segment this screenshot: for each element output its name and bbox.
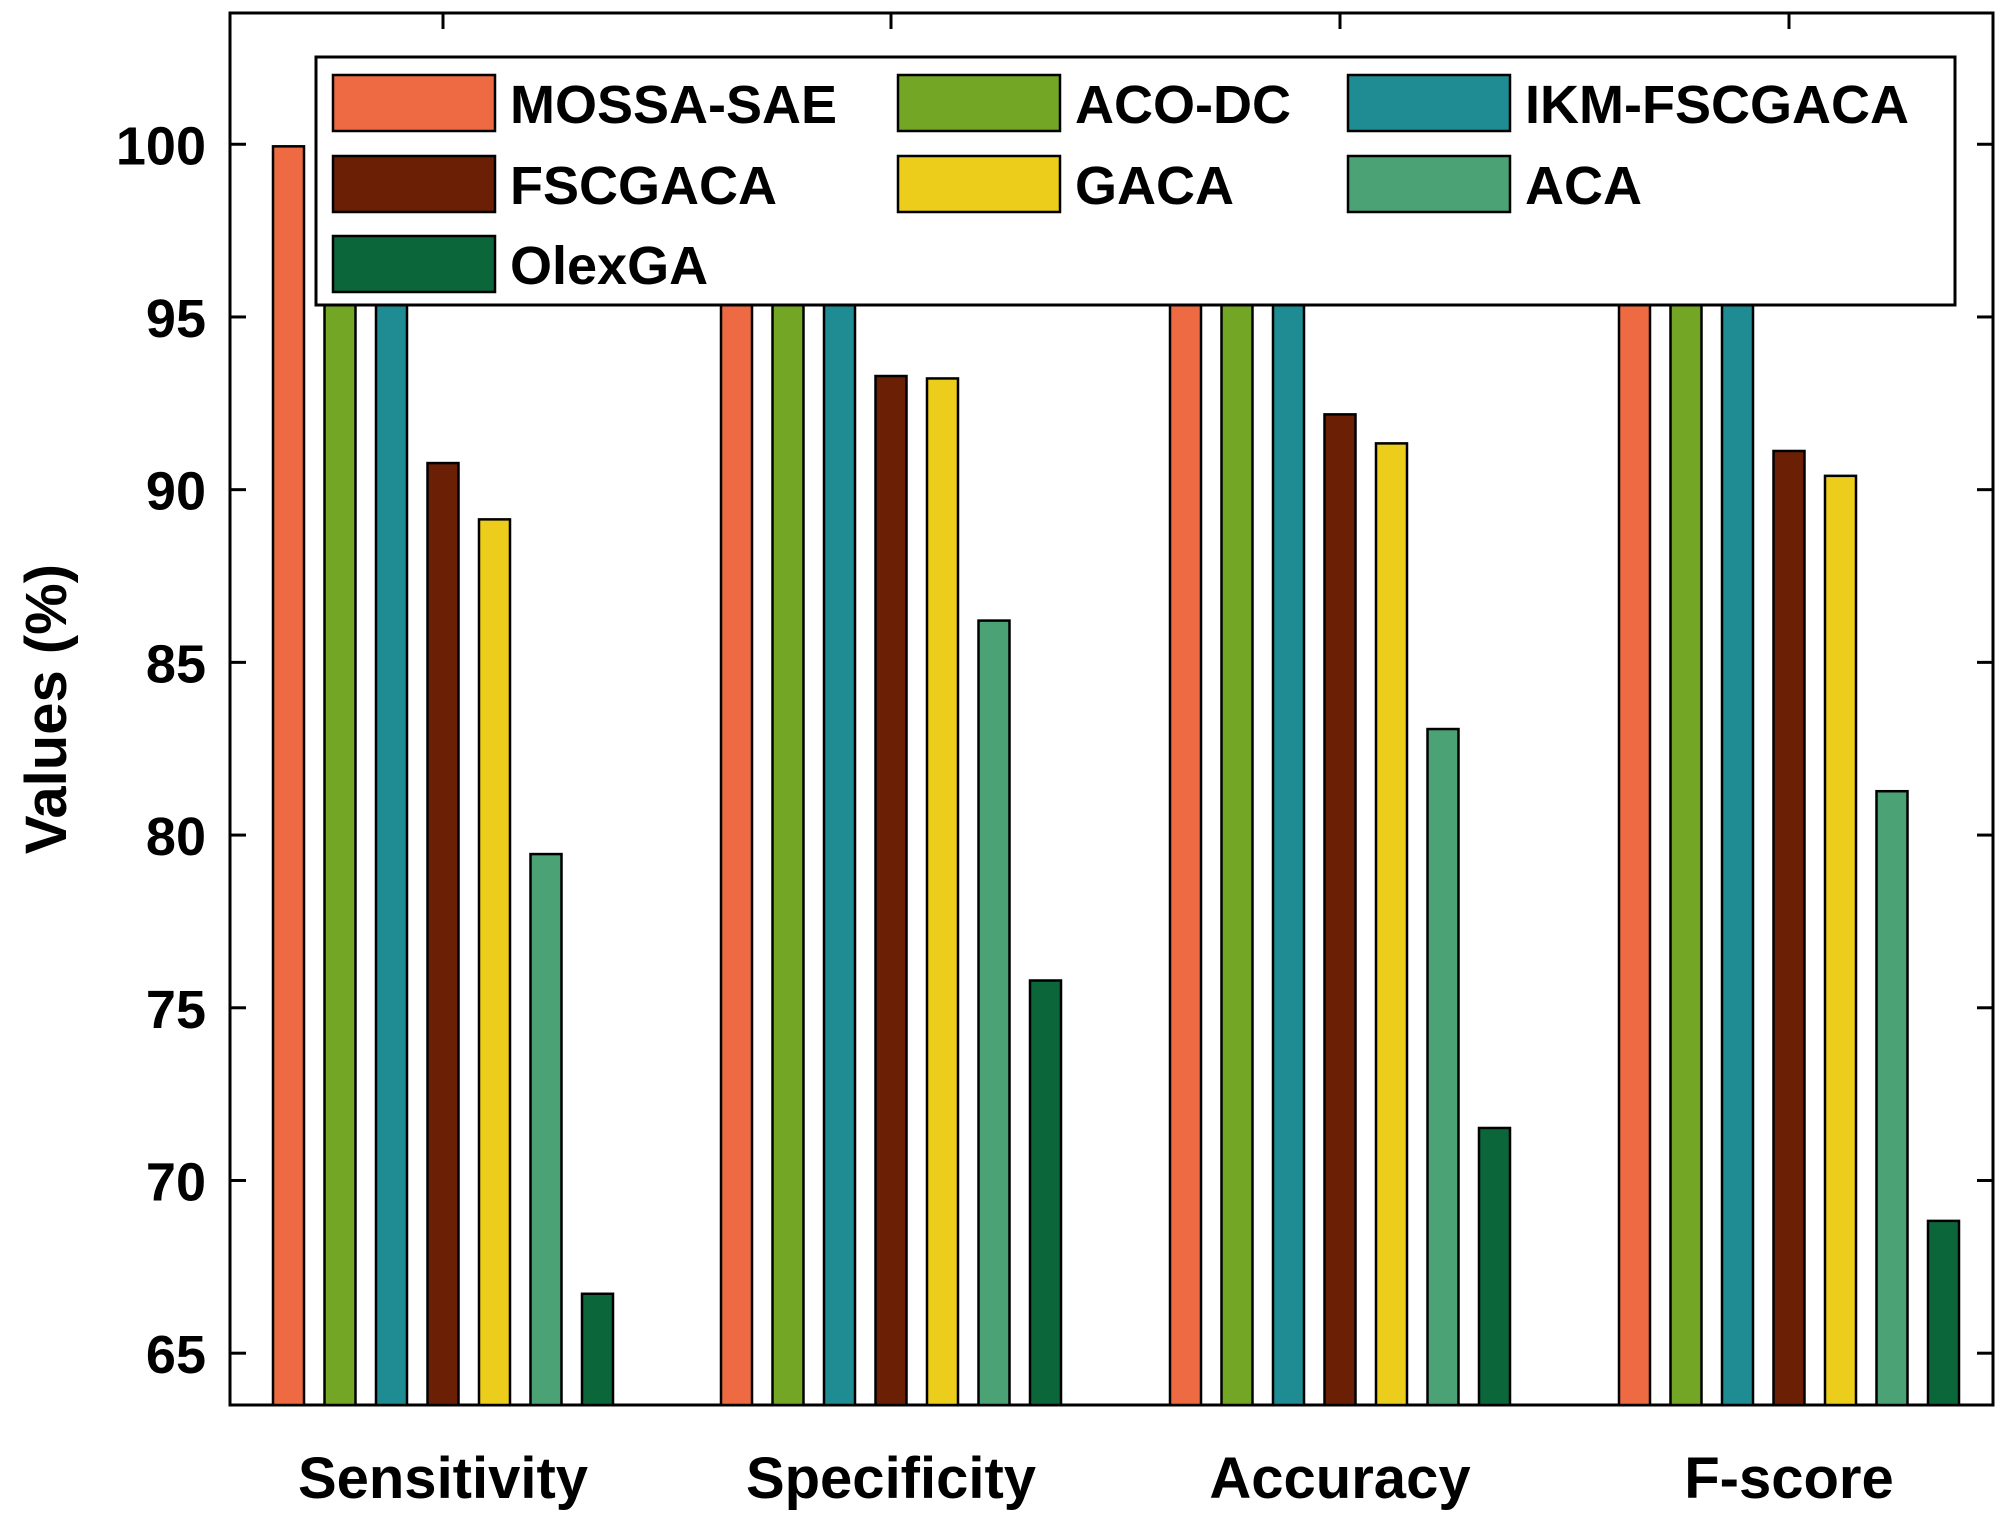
legend-label: OlexGA xyxy=(510,236,708,296)
bar-olexga-specificity xyxy=(1028,979,1063,1407)
bar-aco-dc-f-score xyxy=(1669,171,1703,1407)
legend-item-ikm-fscgaca: IKM-FSCGACA xyxy=(1346,73,1909,135)
bar-fscgaca-sensitivity xyxy=(426,461,460,1407)
bar-fscgaca-f-score xyxy=(1772,449,1806,1407)
x-tick-label: Sensitivity xyxy=(298,1446,588,1511)
y-tick-label: 80 xyxy=(146,807,206,867)
x-tick-label: Specificity xyxy=(746,1446,1036,1511)
y-tick-label: 75 xyxy=(146,980,206,1040)
bar-aco-dc-accuracy xyxy=(1220,148,1254,1407)
legend-swatch xyxy=(331,154,497,214)
y-tick-label: 100 xyxy=(116,116,206,176)
legend-label: ACO-DC xyxy=(1075,75,1291,135)
bar-group-f-score xyxy=(1617,145,1961,1407)
y-tick-label: 95 xyxy=(146,289,206,349)
bar-aco-dc-sensitivity xyxy=(323,151,357,1407)
legend-item-fscgaca: FSCGACA xyxy=(331,154,777,216)
bar-fscgaca-accuracy xyxy=(1323,413,1357,1407)
bar-gaca-accuracy xyxy=(1374,442,1409,1407)
y-axis-label: Values (%) xyxy=(14,564,79,854)
legend-swatch xyxy=(1346,154,1512,214)
legend-swatch xyxy=(1346,73,1512,133)
bar-gaca-sensitivity xyxy=(477,518,512,1407)
legend-item-aca: ACA xyxy=(1346,154,1642,216)
y-tick-label: 85 xyxy=(146,634,206,694)
bar-ikm-fscgaca-accuracy xyxy=(1271,213,1306,1407)
bar-mossa-sae-specificity xyxy=(719,144,754,1407)
bar-group-specificity xyxy=(719,144,1063,1407)
bar-fscgaca-specificity xyxy=(874,374,908,1407)
bar-aca-f-score xyxy=(1875,789,1909,1407)
legend-item-aco-dc: ACO-DC xyxy=(896,73,1291,135)
bar-mossa-sae-accuracy xyxy=(1168,145,1203,1407)
legend-item-gaca: GACA xyxy=(896,154,1234,216)
legend-swatch xyxy=(331,234,497,294)
legend-swatch xyxy=(331,73,497,133)
bar-olexga-sensitivity xyxy=(580,1292,615,1407)
legend-label: ACA xyxy=(1525,156,1642,216)
legend-item-olexga: OlexGA xyxy=(331,234,708,296)
bar-ikm-fscgaca-f-score xyxy=(1720,223,1755,1407)
bar-gaca-f-score xyxy=(1823,474,1858,1407)
legend: MOSSA-SAE ACO-DC IKM-FSCGACA FSCGACA GACA ACA… xyxy=(314,55,1957,307)
bar-gaca-specificity xyxy=(925,377,960,1407)
y-tick-label: 90 xyxy=(146,462,206,522)
bar-group-sensitivity xyxy=(271,145,615,1407)
bar-aca-sensitivity xyxy=(529,852,563,1407)
legend-swatch xyxy=(896,73,1062,133)
legend-box xyxy=(314,55,1957,307)
x-axis-labels: Sensitivity Specificity Accuracy F-score xyxy=(298,1446,1894,1511)
legend-label: MOSSA-SAE xyxy=(510,75,837,135)
bar-groups xyxy=(271,144,1961,1407)
legend-label: FSCGACA xyxy=(510,156,777,216)
y-tick-label: 70 xyxy=(146,1152,206,1212)
legend-item-mossa-sae: MOSSA-SAE xyxy=(331,73,837,135)
x-tick-label: Accuracy xyxy=(1209,1446,1470,1511)
y-axis-ticks: 65 70 75 80 85 90 95 100 xyxy=(116,116,1993,1385)
legend-label: IKM-FSCGACA xyxy=(1525,75,1909,135)
bar-olexga-accuracy xyxy=(1477,1126,1512,1407)
y-tick-label: 65 xyxy=(146,1325,206,1385)
bar-mossa-sae-f-score xyxy=(1617,145,1652,1407)
x-tick-label: F-score xyxy=(1684,1446,1894,1511)
bar-aco-dc-specificity xyxy=(771,145,805,1407)
bar-mossa-sae-sensitivity xyxy=(271,145,306,1407)
legend-label: GACA xyxy=(1075,156,1234,216)
legend-swatch xyxy=(896,154,1062,214)
bar-aca-specificity xyxy=(977,619,1011,1407)
bar-olexga-f-score xyxy=(1926,1219,1961,1407)
bar-group-accuracy xyxy=(1168,145,1512,1407)
bar-ikm-fscgaca-sensitivity xyxy=(374,269,409,1407)
bar-ikm-fscgaca-specificity xyxy=(822,167,857,1407)
bar-aca-accuracy xyxy=(1426,727,1460,1407)
